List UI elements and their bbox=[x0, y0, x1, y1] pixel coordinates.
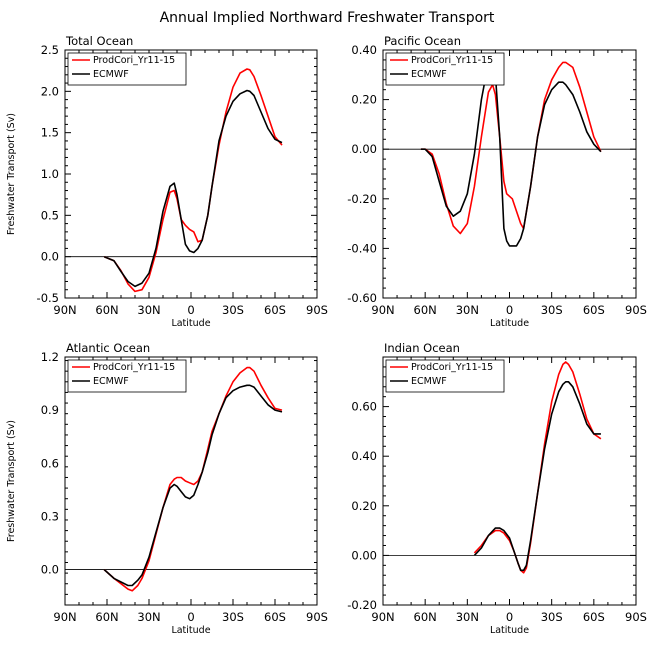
total-ocean-x-tick-label: 90S bbox=[306, 303, 328, 317]
total-ocean-frame bbox=[64, 49, 318, 299]
pacific-ocean-x-tick-label: 60N bbox=[414, 303, 437, 317]
pacific-ocean-x-tick-label: 90N bbox=[371, 303, 394, 317]
indian-ocean-x-tick-label: 60S bbox=[583, 610, 605, 624]
total-ocean-x-tick-label: 60S bbox=[264, 303, 286, 317]
atlantic-ocean-x-tick-label: 0 bbox=[187, 610, 194, 624]
pacific-ocean-legend-label: ProdCori_Yr11-15 bbox=[411, 55, 493, 66]
pacific-ocean-title: Pacific Ocean bbox=[384, 34, 461, 48]
pacific-ocean-legend-box bbox=[385, 52, 505, 86]
atlantic-ocean-legend-box bbox=[67, 359, 187, 393]
total-ocean-series-ecmwf bbox=[103, 89, 283, 288]
indian-ocean-x-tick-label: 30S bbox=[541, 610, 563, 624]
total-ocean-y-tick-label: 1.5 bbox=[41, 126, 59, 140]
pacific-ocean-x-tick-label: 30N bbox=[456, 303, 479, 317]
indian-ocean-frame bbox=[382, 356, 637, 606]
indian-ocean-legend-box bbox=[385, 359, 505, 393]
atlantic-ocean-legend-label: ProdCori_Yr11-15 bbox=[93, 362, 175, 373]
atlantic-ocean-panel: 90N 60N 30N 0 30S 60S 90S 0.0 0.3 0.6 0.9 1.2 Atlant… bbox=[6, 341, 328, 636]
indian-ocean-x-tick-label: 60N bbox=[414, 610, 437, 624]
pacific-ocean-legend: ProdCori_Yr11-15 ECMWF bbox=[385, 52, 505, 86]
pacific-ocean-panel: 90N 60N 30N 0 30S 60S 90S -0.60 -0.40 -0.20 0.00 0.… bbox=[347, 34, 647, 329]
pacific-ocean-x-tick-label: 90S bbox=[625, 303, 647, 317]
atlantic-ocean-series-ecmwf bbox=[103, 384, 283, 587]
indian-ocean-y-tick-label: 0.60 bbox=[351, 400, 377, 414]
indian-ocean-y-tick-label: -0.20 bbox=[347, 598, 377, 612]
total-ocean-x-tick-label: 0 bbox=[187, 303, 194, 317]
pacific-ocean-x-axis-label: Latitude bbox=[490, 318, 529, 329]
pacific-ocean-x-tick-label: 0 bbox=[506, 303, 513, 317]
total-ocean-y-axis-label: Freshwater Transport (Sv) bbox=[6, 113, 17, 235]
indian-ocean-y-tick-label: 0.00 bbox=[351, 548, 377, 562]
indian-ocean-x-axis-label: Latitude bbox=[490, 625, 529, 636]
atlantic-ocean-x-tick-label: 90S bbox=[306, 610, 328, 624]
total-ocean-y-tick-label: -0.5 bbox=[37, 291, 59, 305]
pacific-ocean-x-tick-label: 30S bbox=[541, 303, 563, 317]
total-ocean-panel: 90N 60N 30N 0 30S 60S 90S -0.5 0.0 0.5 1.0 1.5 2.0 2.… bbox=[6, 34, 328, 329]
atlantic-ocean-y-tick-label: 0.9 bbox=[41, 403, 59, 417]
pacific-ocean-y-tick-label: -0.40 bbox=[347, 241, 377, 255]
atlantic-ocean-y-tick-label: 1.2 bbox=[41, 350, 59, 364]
atlantic-ocean-y-tick-label: 0.0 bbox=[41, 563, 59, 577]
pacific-ocean-y-tick-label: -0.60 bbox=[347, 291, 377, 305]
figure-title: Annual Implied Northward Freshwater Tran… bbox=[160, 10, 495, 26]
atlantic-ocean-x-tick-label: 30N bbox=[137, 610, 160, 624]
pacific-ocean-y-tick-label: 0.00 bbox=[351, 142, 377, 156]
pacific-ocean-series-prodcori-yr11-15 bbox=[420, 61, 602, 235]
total-ocean-legend: ProdCori_Yr11-15 ECMWF bbox=[67, 52, 187, 86]
atlantic-ocean-legend-label: ECMWF bbox=[93, 376, 129, 387]
total-ocean-x-tick-label: 30S bbox=[222, 303, 244, 317]
pacific-ocean-y-tick-label: -0.20 bbox=[347, 192, 377, 206]
total-ocean-title: Total Ocean bbox=[65, 34, 133, 48]
indian-ocean-series-prodcori-yr11-15 bbox=[473, 361, 602, 574]
atlantic-ocean-x-tick-label: 30S bbox=[222, 610, 244, 624]
pacific-ocean-legend-label: ECMWF bbox=[411, 69, 447, 80]
total-ocean-series-prodcori-yr11-15 bbox=[103, 68, 283, 293]
indian-ocean-x-tick-label: 0 bbox=[506, 610, 513, 624]
atlantic-ocean-x-tick-label: 60N bbox=[95, 610, 118, 624]
atlantic-ocean-title: Atlantic Ocean bbox=[66, 341, 150, 355]
indian-ocean-legend-label: ECMWF bbox=[411, 376, 447, 387]
pacific-ocean-series-ecmwf bbox=[420, 61, 602, 247]
pacific-ocean-y-tick-label: 0.20 bbox=[351, 93, 377, 107]
indian-ocean-x-tick-label: 30N bbox=[456, 610, 479, 624]
total-ocean-legend-label: ProdCori_Yr11-15 bbox=[93, 55, 175, 66]
atlantic-ocean-y-axis-label: Freshwater Transport (Sv) bbox=[6, 420, 17, 542]
total-ocean-x-axis-label: Latitude bbox=[171, 318, 210, 329]
indian-ocean-x-tick-label: 90S bbox=[625, 610, 647, 624]
indian-ocean-legend-label: ProdCori_Yr11-15 bbox=[411, 362, 493, 373]
atlantic-ocean-legend: ProdCori_Yr11-15 ECMWF bbox=[67, 359, 187, 393]
atlantic-ocean-frame bbox=[64, 356, 318, 606]
total-ocean-y-tick-label: 0.5 bbox=[41, 208, 59, 222]
pacific-ocean-frame bbox=[382, 49, 637, 299]
total-ocean-legend-label: ECMWF bbox=[93, 69, 129, 80]
pacific-ocean-x-tick-label: 60S bbox=[583, 303, 605, 317]
pacific-ocean-y-tick-label: 0.40 bbox=[351, 43, 377, 57]
total-ocean-x-tick-label: 60N bbox=[95, 303, 118, 317]
indian-ocean-y-tick-label: 0.20 bbox=[351, 499, 377, 513]
atlantic-ocean-series-prodcori-yr11-15 bbox=[103, 366, 283, 592]
total-ocean-y-tick-label: 1.0 bbox=[41, 167, 59, 181]
atlantic-ocean-x-tick-label: 90N bbox=[53, 610, 76, 624]
total-ocean-y-tick-label: 0.0 bbox=[41, 250, 59, 264]
indian-ocean-panel: 90N 60N 30N 0 30S 60S 90S -0.20 0.00 0.20 0.40 0.60… bbox=[347, 341, 647, 636]
total-ocean-y-tick-label: 2.0 bbox=[41, 84, 59, 98]
atlantic-ocean-x-axis-label: Latitude bbox=[171, 625, 210, 636]
indian-ocean-legend: ProdCori_Yr11-15 ECMWF bbox=[385, 359, 505, 393]
total-ocean-x-tick-label: 30N bbox=[137, 303, 160, 317]
total-ocean-legend-box bbox=[67, 52, 187, 86]
atlantic-ocean-x-tick-label: 60S bbox=[264, 610, 286, 624]
indian-ocean-x-tick-label: 90N bbox=[371, 610, 394, 624]
atlantic-ocean-y-tick-label: 0.6 bbox=[41, 456, 59, 470]
indian-ocean-series-ecmwf bbox=[473, 380, 601, 572]
indian-ocean-y-tick-label: 0.40 bbox=[351, 449, 377, 463]
atlantic-ocean-y-tick-label: 0.3 bbox=[41, 509, 59, 523]
total-ocean-x-tick-label: 90N bbox=[53, 303, 76, 317]
indian-ocean-title: Indian Ocean bbox=[384, 341, 460, 355]
total-ocean-y-tick-label: 2.5 bbox=[41, 43, 59, 57]
